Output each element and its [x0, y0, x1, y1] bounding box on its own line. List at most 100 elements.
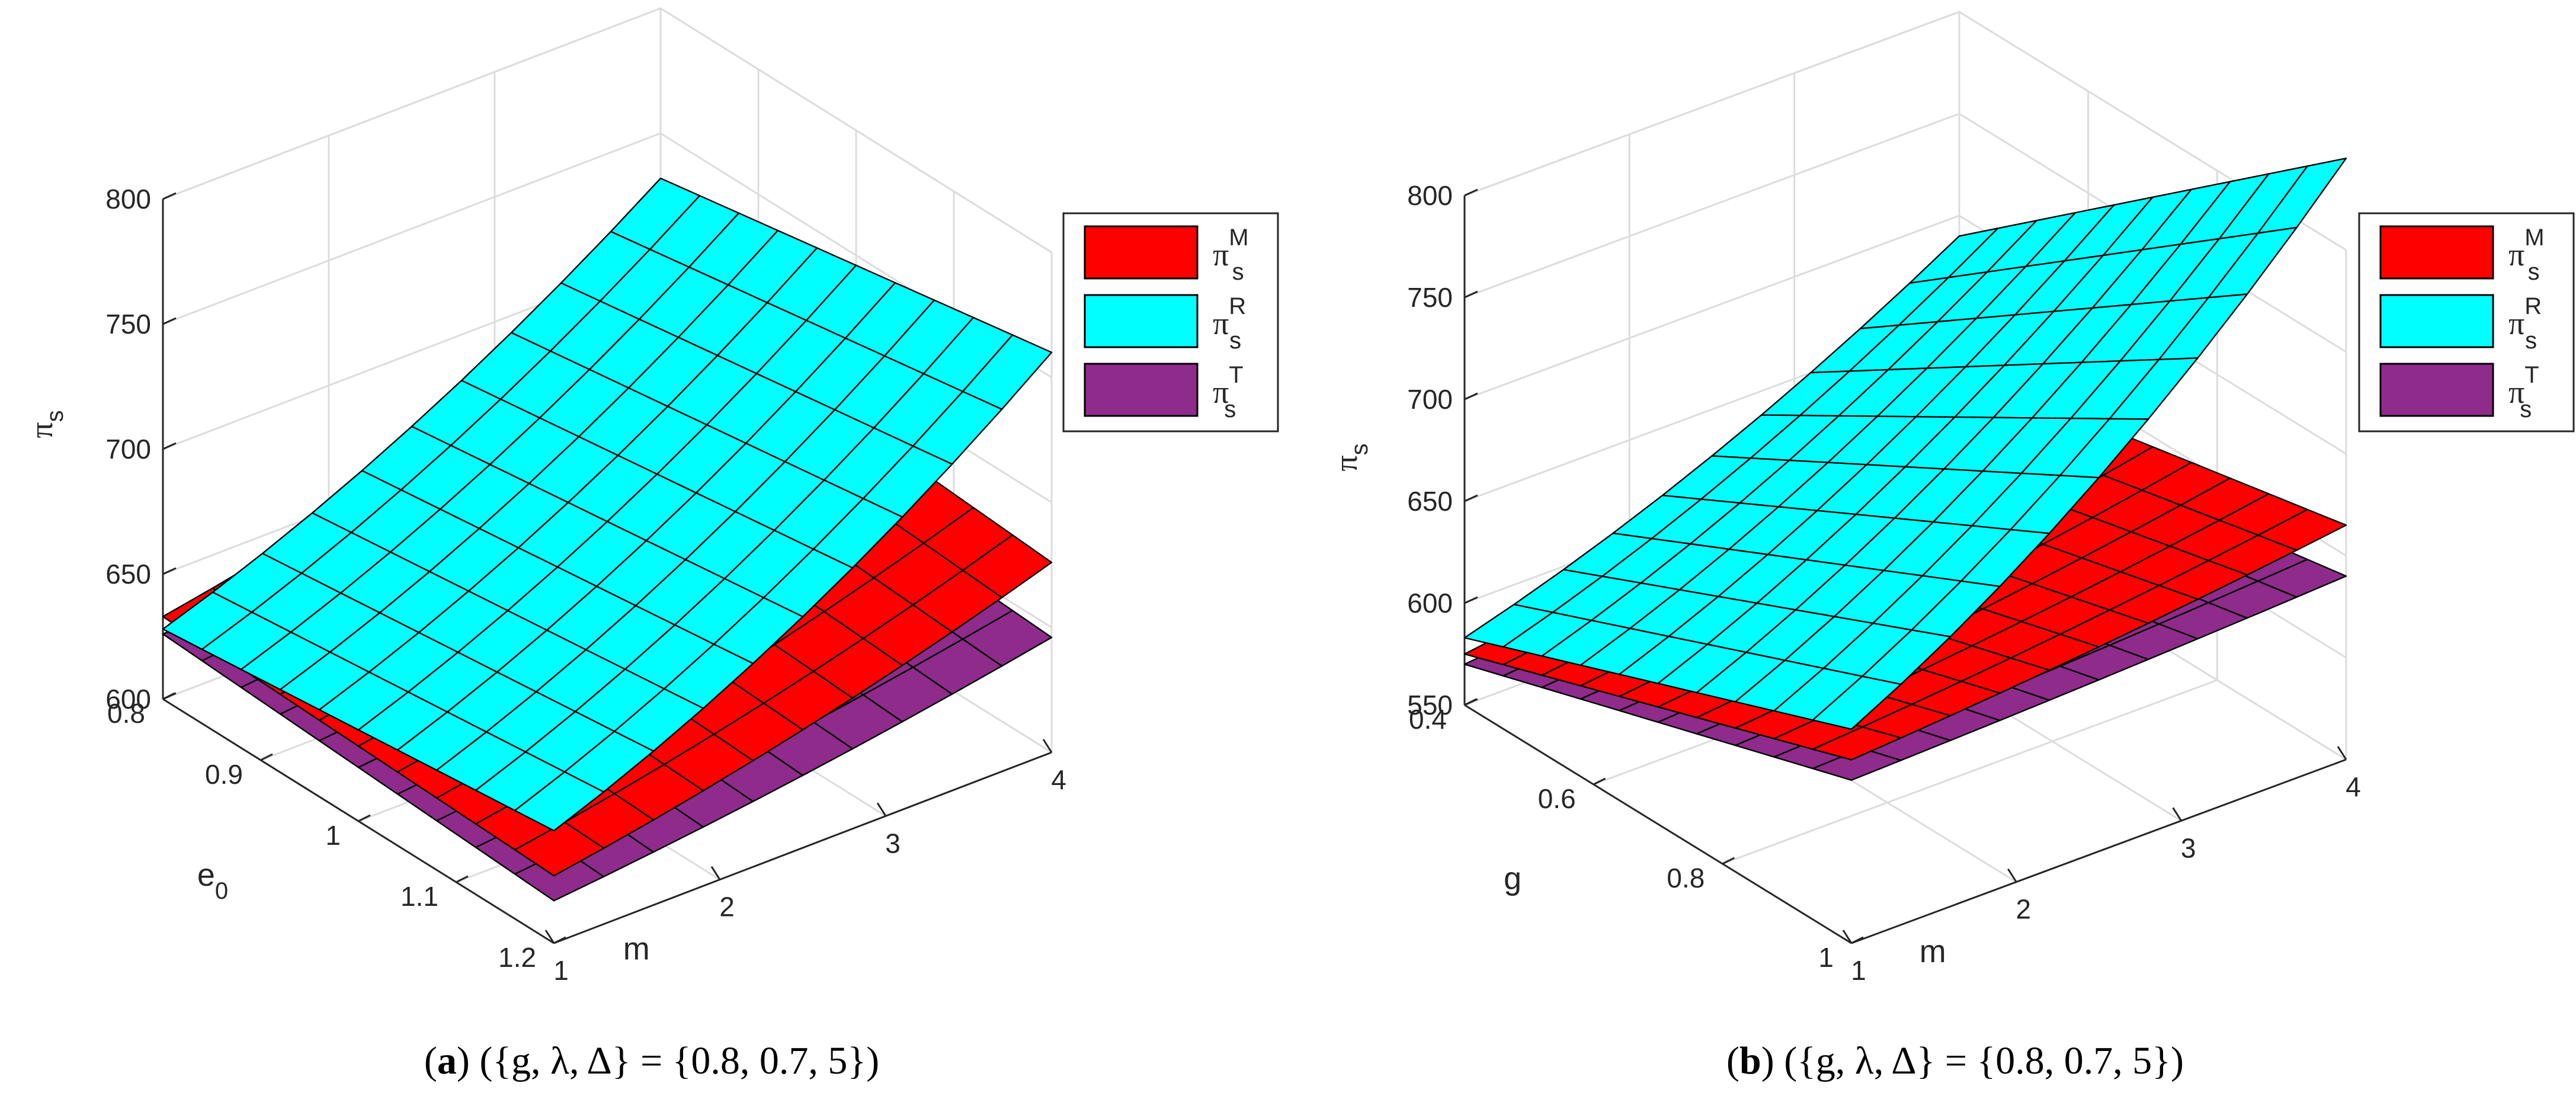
x-tick-mark — [876, 802, 887, 817]
y-tick-label: 0.9 — [205, 759, 243, 790]
caption-label: b — [1739, 1039, 1761, 1082]
z-tick-mark — [162, 692, 177, 700]
z-tick-label: 600 — [105, 684, 151, 715]
panel-b: 1 2 3 4 0.4 0.6 0.8 1 550 600 650 700 750 800 m g πs πM sπ… — [1328, 11, 2575, 1082]
z-tick-label: 750 — [1407, 282, 1453, 313]
z-tick-mark — [1464, 596, 1478, 604]
x-tick-mark — [544, 930, 555, 944]
x-tick-mark — [2337, 746, 2347, 760]
z-tick-mark — [1464, 392, 1478, 400]
x-tick-label: 3 — [2181, 832, 2196, 863]
y-floor-gridline — [1722, 679, 2218, 865]
x-axis-label: m — [1920, 934, 1946, 969]
z-tick-mark — [1464, 494, 1478, 502]
x-tick-label: 2 — [2016, 894, 2032, 925]
panel-a: 1 2 3 4 0.8 0.9 1 1.1 1.2 600 650 700 750 800 m e0 πs πM s… — [24, 7, 1279, 1082]
z-tick-mark — [162, 317, 177, 325]
z-tick-label: 700 — [1407, 384, 1453, 415]
legend-swatch — [2379, 225, 2494, 280]
z-axis-label-sub: s — [1347, 443, 1373, 455]
top-edge — [162, 7, 661, 200]
ticks: 1 2 3 4 0.4 0.6 0.8 1 550 600 650 700 750 800 — [1407, 180, 2361, 986]
y-axis-label: e0 — [197, 857, 228, 904]
surface-π_s^R — [1463, 158, 2347, 730]
y-tick-label: 0.4 — [1409, 704, 1447, 735]
z-tick-label: 700 — [105, 434, 151, 464]
surface-cell — [514, 821, 605, 877]
x-tick-mark — [1842, 930, 1853, 944]
legend: πM sπR sπT s — [2358, 212, 2575, 432]
y-tick-label: 1.2 — [498, 942, 536, 973]
y-tick-label: 1 — [325, 820, 341, 851]
z-gridline — [162, 7, 1052, 254]
legend-sub: s — [2525, 328, 2537, 354]
y-tick-mark — [553, 936, 566, 944]
z-tick-label: 800 — [1407, 180, 1453, 211]
surface-cell — [1812, 726, 1902, 761]
caption: (a) ({g, λ, Δ} = {0.8, 0.7, 5}) — [424, 1039, 879, 1082]
legend-swatch — [2379, 363, 2494, 417]
y-axis-label-sub: 0 — [215, 878, 228, 904]
z-tick-label: 800 — [105, 184, 151, 214]
z-tick-label: 650 — [105, 559, 151, 589]
x-tick-label: 1 — [553, 955, 569, 986]
legend-swatch — [2379, 294, 2494, 348]
top-edge — [660, 7, 1052, 254]
legend: πM sπR sπT s — [1062, 212, 1279, 432]
x-tick-label: 3 — [885, 828, 901, 858]
z-tick-mark — [162, 442, 177, 450]
x-tick-label: 4 — [1051, 764, 1066, 795]
x-tick-mark — [2007, 868, 2017, 883]
surface-cell — [1812, 675, 1902, 730]
legend-sub: s — [1224, 396, 1236, 422]
z-tick-mark — [1464, 290, 1478, 299]
legend-swatch — [1084, 363, 1199, 417]
x-axis-line — [1851, 758, 2347, 944]
z-tick-mark — [162, 192, 177, 200]
caption-label: a — [437, 1039, 457, 1082]
y-tick-label: 0.8 — [1667, 863, 1704, 893]
z-tick-label: 650 — [1407, 486, 1453, 517]
z-tick-label: 550 — [1407, 690, 1453, 720]
legend-sup: R — [1229, 293, 1246, 319]
top-edge — [1464, 11, 1960, 197]
x-axis-line — [553, 751, 1052, 944]
x-tick-label: 1 — [1851, 955, 1866, 986]
y-tick-label: 0.8 — [107, 698, 145, 729]
surface-π_s^R — [162, 177, 1053, 832]
y-tick-mark — [1722, 857, 1735, 865]
z-axis-label: πs — [24, 410, 68, 438]
z-tick-mark — [162, 567, 177, 575]
y-tick-mark — [1851, 936, 1864, 944]
z-tick-mark — [1464, 698, 1478, 706]
legend-sup: M — [1229, 225, 1248, 251]
ticks: 1 2 3 4 0.8 0.9 1 1.1 1.2 600 650 700 750 800 — [105, 184, 1066, 986]
y-axis-line — [1464, 704, 1852, 944]
z-axis-label-sub: s — [42, 410, 68, 422]
y-tick-label: 0.6 — [1538, 783, 1576, 814]
y-tick-mark — [260, 753, 273, 761]
x-tick-mark — [2172, 807, 2182, 822]
z-axis-label: πs — [1328, 443, 1373, 471]
y-tick-mark — [456, 875, 469, 883]
legend-sup: R — [2524, 293, 2542, 319]
legend-sub: s — [1232, 259, 1244, 285]
x-tick-mark — [710, 866, 721, 880]
z-tick-label: 600 — [1407, 588, 1453, 619]
caption: (b) ({g, λ, Δ} = {0.8, 0.7, 5}) — [1726, 1039, 2184, 1082]
y-tick-mark — [1593, 777, 1606, 786]
surface-cell — [514, 771, 605, 832]
z-tick-label: 750 — [105, 309, 151, 339]
legend-sub: s — [2528, 259, 2540, 285]
z-tick-mark — [1464, 188, 1478, 197]
legend-sub: s — [2520, 396, 2532, 422]
legend-swatch — [1084, 225, 1199, 280]
y-tick-label: 1 — [1818, 942, 1834, 973]
y-tick-label: 1.1 — [401, 881, 438, 912]
surfaces — [1463, 158, 2347, 781]
axis-labels: m e0 πs — [24, 410, 650, 966]
x-axis-label: m — [623, 931, 650, 967]
legend-sup: M — [2524, 225, 2544, 251]
legend-swatch — [1084, 294, 1199, 348]
